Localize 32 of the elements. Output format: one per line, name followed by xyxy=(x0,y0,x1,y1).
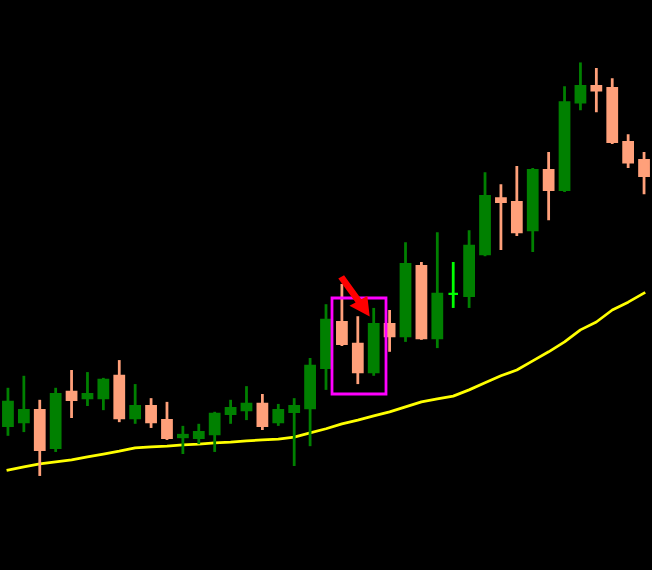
candlestick xyxy=(129,382,142,426)
candlestick xyxy=(224,398,237,426)
candlestick xyxy=(447,260,460,310)
candlestick xyxy=(272,402,285,428)
candlestick xyxy=(145,396,157,430)
candlestick xyxy=(65,368,78,420)
candlestick xyxy=(81,370,94,408)
candlestick xyxy=(638,150,650,196)
candlestick xyxy=(590,66,603,114)
candlestick xyxy=(574,62,587,112)
candlestick xyxy=(2,386,14,438)
candlestick xyxy=(288,396,301,468)
candlestick xyxy=(192,422,205,446)
candlestick xyxy=(431,230,444,350)
candlestick xyxy=(33,398,46,476)
candlestick xyxy=(320,302,332,392)
candlestick xyxy=(351,314,364,386)
candlestick xyxy=(177,424,189,456)
candlestick xyxy=(367,306,380,378)
candlestick xyxy=(17,374,30,434)
candlestick xyxy=(208,410,221,454)
candlestick xyxy=(542,150,555,222)
candlestick xyxy=(161,400,173,442)
candlestick xyxy=(113,358,126,424)
candlestick xyxy=(97,376,110,412)
candlestick xyxy=(510,164,523,238)
candlestick xyxy=(304,356,316,448)
candlestick xyxy=(495,182,507,252)
candlestick xyxy=(336,282,348,348)
candlestick xyxy=(622,132,635,170)
candlestick xyxy=(240,384,253,422)
candlestick xyxy=(256,392,269,432)
